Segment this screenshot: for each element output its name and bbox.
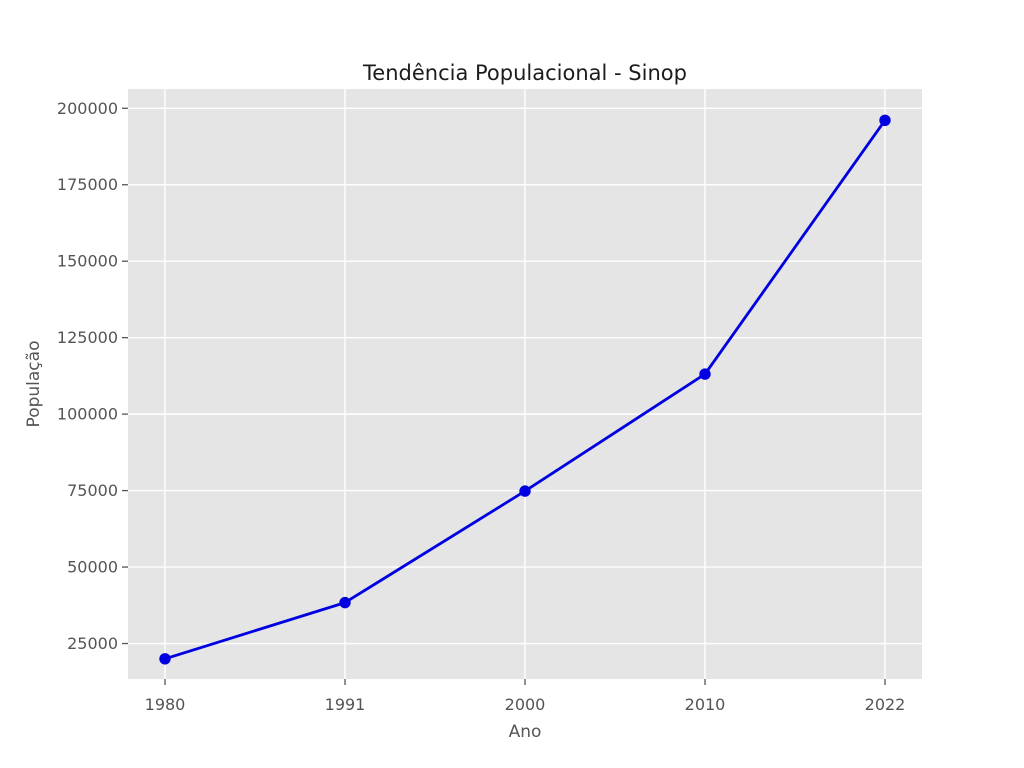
data-point-2010 — [699, 368, 711, 380]
y-tick-label: 200000 — [57, 99, 118, 118]
data-point-1991 — [339, 596, 351, 609]
y-tick-label: 25000 — [67, 634, 118, 653]
y-tick-label: 100000 — [57, 405, 118, 424]
x-tick-label: 2000 — [505, 695, 546, 714]
y-tick-label: 125000 — [57, 328, 118, 347]
data-point-2022 — [879, 114, 891, 126]
x-tick-label: 2022 — [865, 695, 906, 714]
x-tick-label: 1980 — [145, 695, 186, 714]
data-point-2000 — [519, 485, 531, 497]
x-tick-label: 1991 — [325, 695, 366, 714]
y-axis-label: População — [24, 341, 44, 428]
data-point-1980 — [159, 653, 171, 665]
y-tick-label: 75000 — [67, 481, 118, 500]
axis-ticks — [122, 107, 886, 685]
chart-title: Tendência Populacional - Sinop — [362, 61, 687, 85]
x-axis-label: Ano — [509, 722, 542, 742]
population-series — [159, 114, 891, 665]
y-tick-label: 50000 — [67, 558, 118, 577]
y-tick-label: 175000 — [57, 175, 118, 194]
x-tick-label: 2010 — [685, 695, 726, 714]
tick-labels: 25000 50000 75000 100000 125000 150000 175000 2… — [57, 99, 905, 714]
y-tick-label: 150000 — [57, 252, 118, 271]
